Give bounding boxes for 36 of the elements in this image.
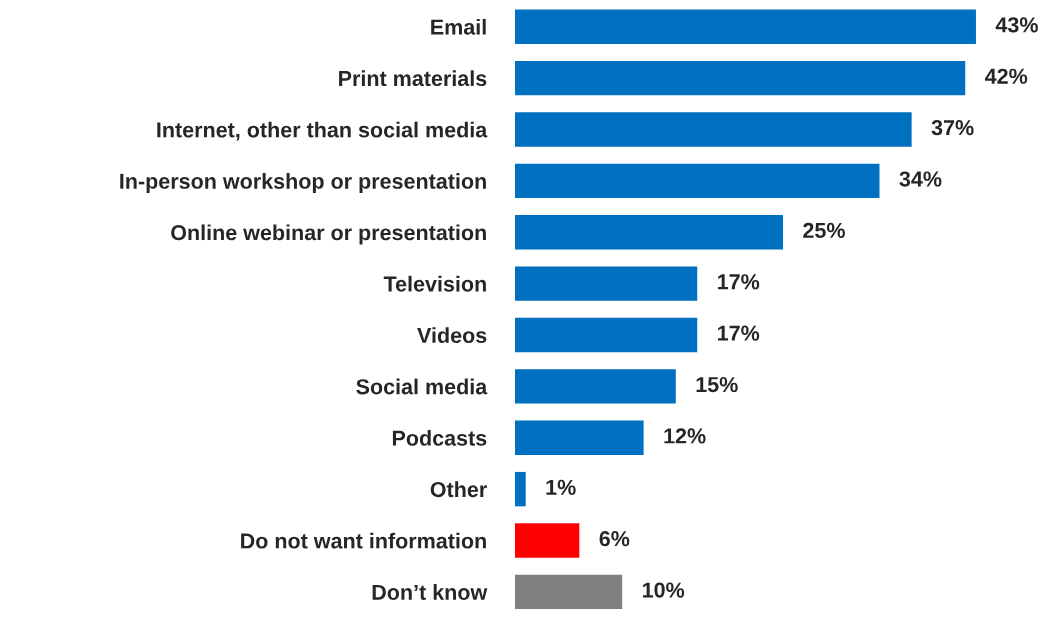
data-label: 15% bbox=[696, 376, 738, 393]
bar bbox=[514, 215, 783, 250]
data-label: 6% bbox=[599, 531, 630, 547]
y-tick-label: Podcasts bbox=[392, 429, 487, 446]
y-tick-label: Don’t know bbox=[372, 584, 488, 600]
data-label: 10% bbox=[642, 582, 685, 598]
y-tick-label: Television bbox=[383, 275, 486, 292]
bar bbox=[514, 317, 698, 353]
data-label: 37% bbox=[931, 120, 974, 136]
bar bbox=[514, 266, 698, 301]
bar bbox=[514, 471, 526, 507]
bar bbox=[514, 420, 644, 455]
bar bbox=[514, 369, 676, 404]
bar bbox=[514, 163, 880, 199]
y-tick-label: Videos bbox=[417, 327, 487, 344]
y-tick-label: Email bbox=[431, 18, 486, 35]
bar bbox=[514, 9, 976, 44]
y-tick-label: Print materials bbox=[339, 70, 487, 87]
y-tick-label: Other bbox=[430, 481, 487, 498]
data-label: 34% bbox=[899, 171, 942, 187]
y-tick-label: Online webinar or presentation bbox=[171, 224, 486, 245]
data-label: 25% bbox=[803, 222, 845, 239]
bar bbox=[514, 574, 623, 610]
data-label: 43% bbox=[995, 17, 1038, 33]
y-tick-label: Social media bbox=[356, 378, 488, 395]
bar bbox=[514, 523, 580, 558]
data-label: 12% bbox=[664, 428, 706, 444]
data-label: 17% bbox=[718, 274, 760, 290]
y-tick-label: Internet, other than social media bbox=[157, 121, 488, 141]
data-label: 42% bbox=[985, 68, 1028, 84]
data-label: 17% bbox=[718, 325, 760, 341]
data-label: 1% bbox=[546, 479, 576, 495]
y-tick-label: In-person workshop or presentation bbox=[120, 173, 486, 194]
bar bbox=[514, 60, 966, 96]
bar bbox=[514, 112, 912, 147]
y-tick-label: Do not want information bbox=[241, 532, 486, 549]
